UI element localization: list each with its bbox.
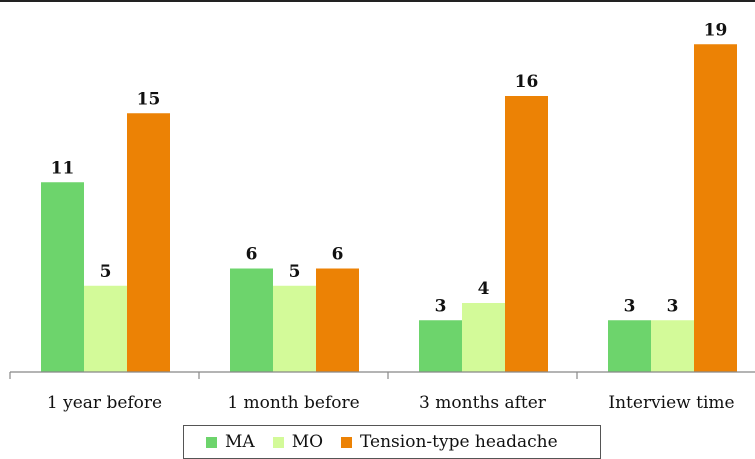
legend-item: MA xyxy=(206,432,255,452)
data-label: 3 xyxy=(435,296,447,316)
bar-tension-type-headache xyxy=(505,96,548,372)
bars-layer xyxy=(41,44,737,372)
bar-mo xyxy=(651,320,694,372)
bar-tension-type-headache xyxy=(127,113,170,372)
x-tick-label: Interview time xyxy=(608,393,734,413)
data-label: 3 xyxy=(667,296,679,316)
bar-tension-type-headache xyxy=(694,44,737,372)
legend-item: MO xyxy=(272,432,324,452)
data-label: 15 xyxy=(137,89,161,109)
bar-mo xyxy=(84,285,127,372)
x-tick-label: 1 year before xyxy=(47,393,162,413)
legend-swatch xyxy=(206,436,217,448)
data-labels-layer: 11 5 15 6 5 6 3 4 16 3 3 19 xyxy=(51,20,728,316)
data-label: 3 xyxy=(624,296,636,316)
legend-label: MO xyxy=(291,432,324,452)
data-label: 16 xyxy=(515,72,539,92)
legend-label: Tension-type headache xyxy=(360,432,558,452)
x-tick-label: 1 month before xyxy=(227,393,359,413)
legend-swatch xyxy=(341,436,353,448)
legend-swatch xyxy=(272,436,284,448)
legend-label: MA xyxy=(225,432,255,452)
legend-item: Tension-type headache xyxy=(341,432,558,452)
x-axis: 1 year before 1 month before 3 months afte… xyxy=(9,371,755,413)
bar-ma xyxy=(419,320,462,372)
bar-mo xyxy=(273,285,316,372)
data-label: 5 xyxy=(100,262,112,282)
bar-ma xyxy=(41,182,84,372)
bar-tension-type-headache xyxy=(316,268,359,372)
top-border xyxy=(0,0,755,2)
data-label: 4 xyxy=(478,279,490,299)
bar-ma xyxy=(230,268,273,372)
data-label: 5 xyxy=(289,262,301,282)
data-label: 6 xyxy=(332,245,344,265)
data-label: 6 xyxy=(246,245,258,265)
bar-ma xyxy=(608,320,651,372)
data-label: 11 xyxy=(51,158,75,178)
data-label: 19 xyxy=(704,20,728,40)
legend: MA MO Tension-type headache xyxy=(183,425,601,459)
x-tick-label: 3 months after xyxy=(419,393,547,413)
bar-mo xyxy=(462,303,505,372)
